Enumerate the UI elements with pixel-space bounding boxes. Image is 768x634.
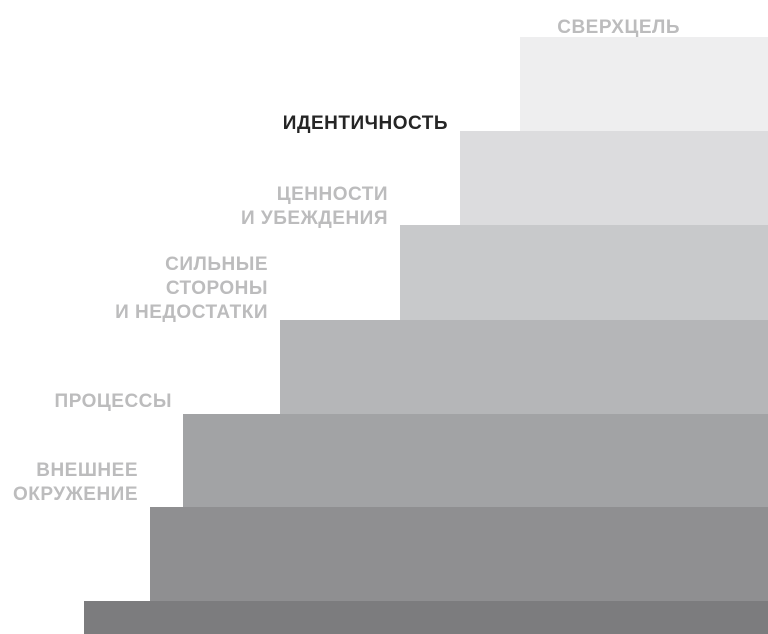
pyramid-step-bar <box>183 414 768 507</box>
step-pyramid-diagram: СВЕРХЦЕЛЬ ИДЕНТИЧНОСТЬ ЦЕННОСТИ И УБЕЖДЕНИ… <box>0 0 768 634</box>
pyramid-step-bar <box>84 601 768 634</box>
pyramid-step-bar <box>460 131 768 225</box>
pyramid-step-bar <box>150 507 768 601</box>
pyramid-step-bar <box>280 320 768 414</box>
pyramid-step-bar <box>400 225 768 320</box>
pyramid-step-label-highlighted: ИДЕНТИЧНОСТЬ <box>148 112 448 136</box>
pyramid-step-label: СИЛЬНЫЕ СТОРОНЫ И НЕДОСТАТКИ <box>0 253 268 324</box>
pyramid-step-label: ВНЕШНЕЕ ОКРУЖЕНИЕ <box>0 459 138 507</box>
pyramid-step-label: СВЕРХЦЕЛЬ <box>380 16 680 40</box>
pyramid-step-label: ЦЕННОСТИ И УБЕЖДЕНИЯ <box>88 183 388 231</box>
pyramid-step-bar <box>520 37 768 131</box>
pyramid-step-label: ПРОЦЕССЫ <box>0 390 172 414</box>
